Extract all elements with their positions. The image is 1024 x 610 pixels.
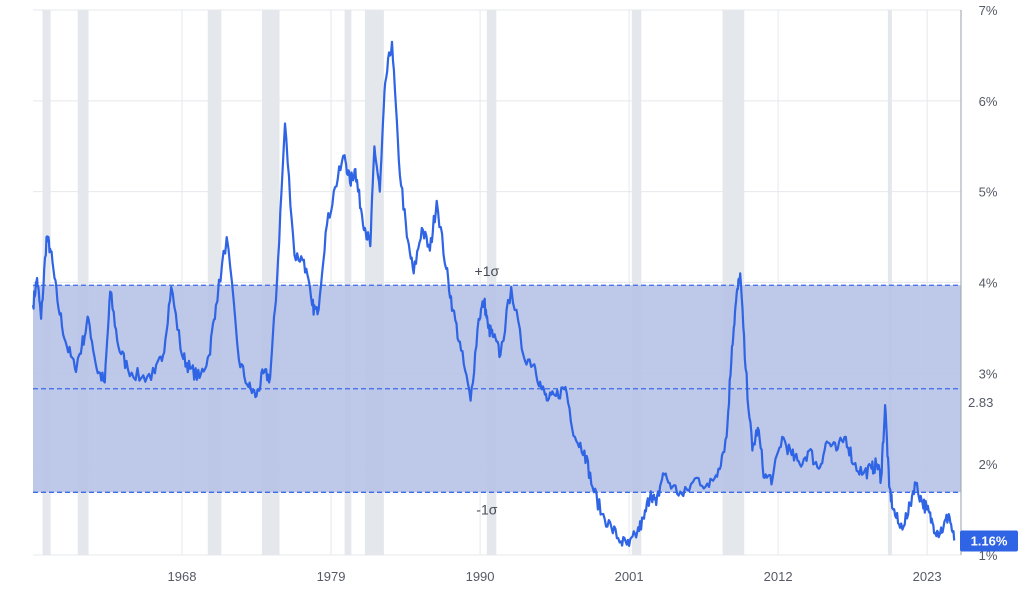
y-tick-label: 3% bbox=[979, 366, 998, 381]
recession-bar bbox=[631, 10, 642, 555]
x-tick-label: 2001 bbox=[615, 569, 644, 584]
y-tick-label: 1% bbox=[979, 548, 998, 563]
current-value-badge-bg bbox=[960, 530, 1018, 552]
upper-band-label: +1σ bbox=[475, 263, 500, 279]
y-tick-label: 6% bbox=[979, 94, 998, 109]
x-tick-label: 2023 bbox=[913, 569, 942, 584]
y-tick-label: 2% bbox=[979, 457, 998, 472]
recession-bar bbox=[42, 10, 51, 555]
lower-band-label: -1σ bbox=[476, 501, 497, 517]
band-lines bbox=[33, 284, 961, 493]
y-tick-label: 7% bbox=[979, 3, 998, 18]
series-line bbox=[31, 40, 956, 547]
recession-bar bbox=[344, 10, 352, 555]
x-axis-ticks: 1968 1979 1990 2001 2012 2023 bbox=[168, 569, 942, 584]
x-tick-label: 1979 bbox=[317, 569, 346, 584]
x-tick-label: 2012 bbox=[764, 569, 793, 584]
recession-bar bbox=[77, 10, 89, 555]
recession-bar bbox=[486, 10, 497, 555]
recession-bar bbox=[887, 10, 892, 555]
current-value-label: 1.16% bbox=[971, 533, 1008, 548]
x-tick-label: 1968 bbox=[168, 569, 197, 584]
mean-value-label: 2.83 bbox=[968, 395, 993, 410]
y-tick-label: 4% bbox=[979, 276, 998, 291]
x-tick-label: 1990 bbox=[466, 569, 495, 584]
current-value-badge: 1.16% bbox=[960, 530, 1018, 552]
y-axis-ticks: 1% 2% 3% 4% 5% 6% 7% bbox=[979, 3, 998, 563]
y-tick-label: 5% bbox=[979, 185, 998, 200]
